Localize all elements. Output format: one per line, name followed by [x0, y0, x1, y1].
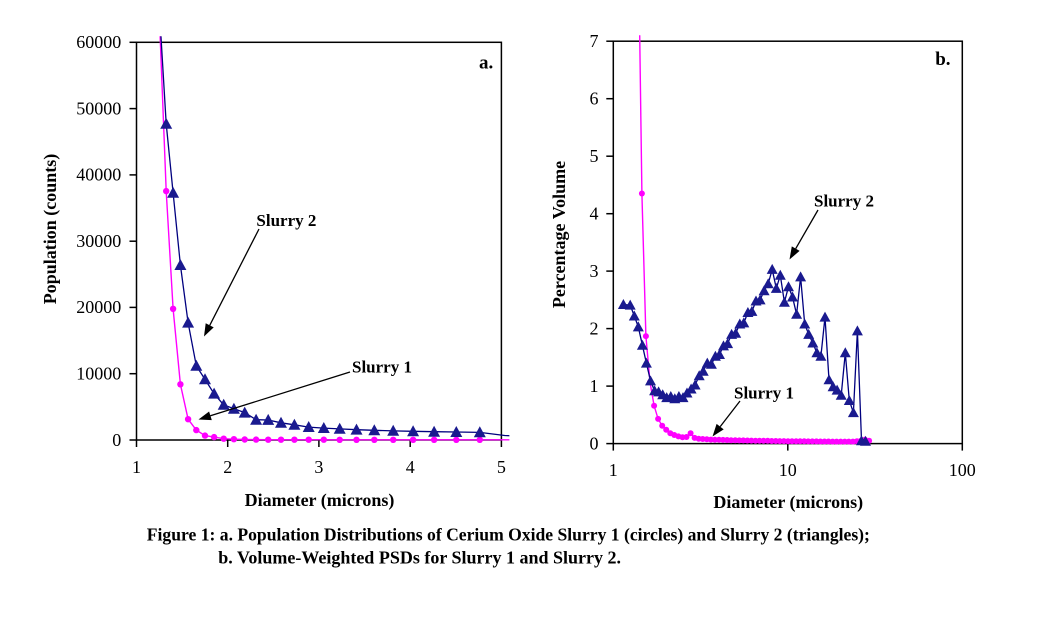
svg-text:Percentage Volume: Percentage Volume: [549, 161, 569, 308]
svg-text:20000: 20000: [76, 297, 121, 317]
svg-text:3: 3: [590, 261, 599, 281]
svg-text:10000: 10000: [76, 364, 121, 384]
svg-text:1: 1: [609, 460, 618, 480]
svg-text:b. Volume-Weighted PSDs for Sl: b. Volume-Weighted PSDs for Slurry 1 and…: [218, 548, 621, 568]
svg-text:30000: 30000: [76, 231, 121, 251]
svg-text:40000: 40000: [76, 165, 121, 185]
svg-text:Slurry 2: Slurry 2: [814, 192, 874, 211]
svg-text:Diameter (microns): Diameter (microns): [245, 490, 395, 511]
svg-text:0: 0: [112, 430, 121, 450]
svg-text:3: 3: [314, 457, 323, 477]
svg-text:2: 2: [223, 457, 232, 477]
svg-text:b.: b.: [935, 49, 950, 70]
svg-text:4: 4: [590, 204, 599, 224]
svg-text:5: 5: [590, 146, 599, 166]
svg-text:Slurry 2: Slurry 2: [256, 211, 316, 230]
svg-text:60000: 60000: [76, 32, 121, 52]
svg-text:Figure 1: a. Population Distri: Figure 1: a. Population Distributions of…: [147, 524, 870, 544]
svg-text:5: 5: [497, 457, 506, 477]
svg-text:Slurry 1: Slurry 1: [734, 384, 794, 403]
svg-text:Diameter (microns): Diameter (microns): [713, 492, 863, 513]
svg-text:1: 1: [590, 376, 599, 396]
svg-text:100: 100: [949, 460, 976, 480]
svg-text:7: 7: [590, 31, 599, 51]
svg-text:2: 2: [590, 318, 599, 338]
svg-text:4: 4: [406, 457, 415, 477]
svg-text:1: 1: [132, 457, 141, 477]
svg-text:Slurry 1: Slurry 1: [352, 358, 412, 377]
svg-text:Population (counts): Population (counts): [40, 154, 61, 305]
svg-text:10: 10: [779, 460, 797, 480]
svg-text:50000: 50000: [76, 98, 121, 118]
svg-text:0: 0: [590, 433, 599, 453]
svg-text:6: 6: [590, 89, 599, 109]
svg-text:a.: a.: [479, 52, 493, 73]
